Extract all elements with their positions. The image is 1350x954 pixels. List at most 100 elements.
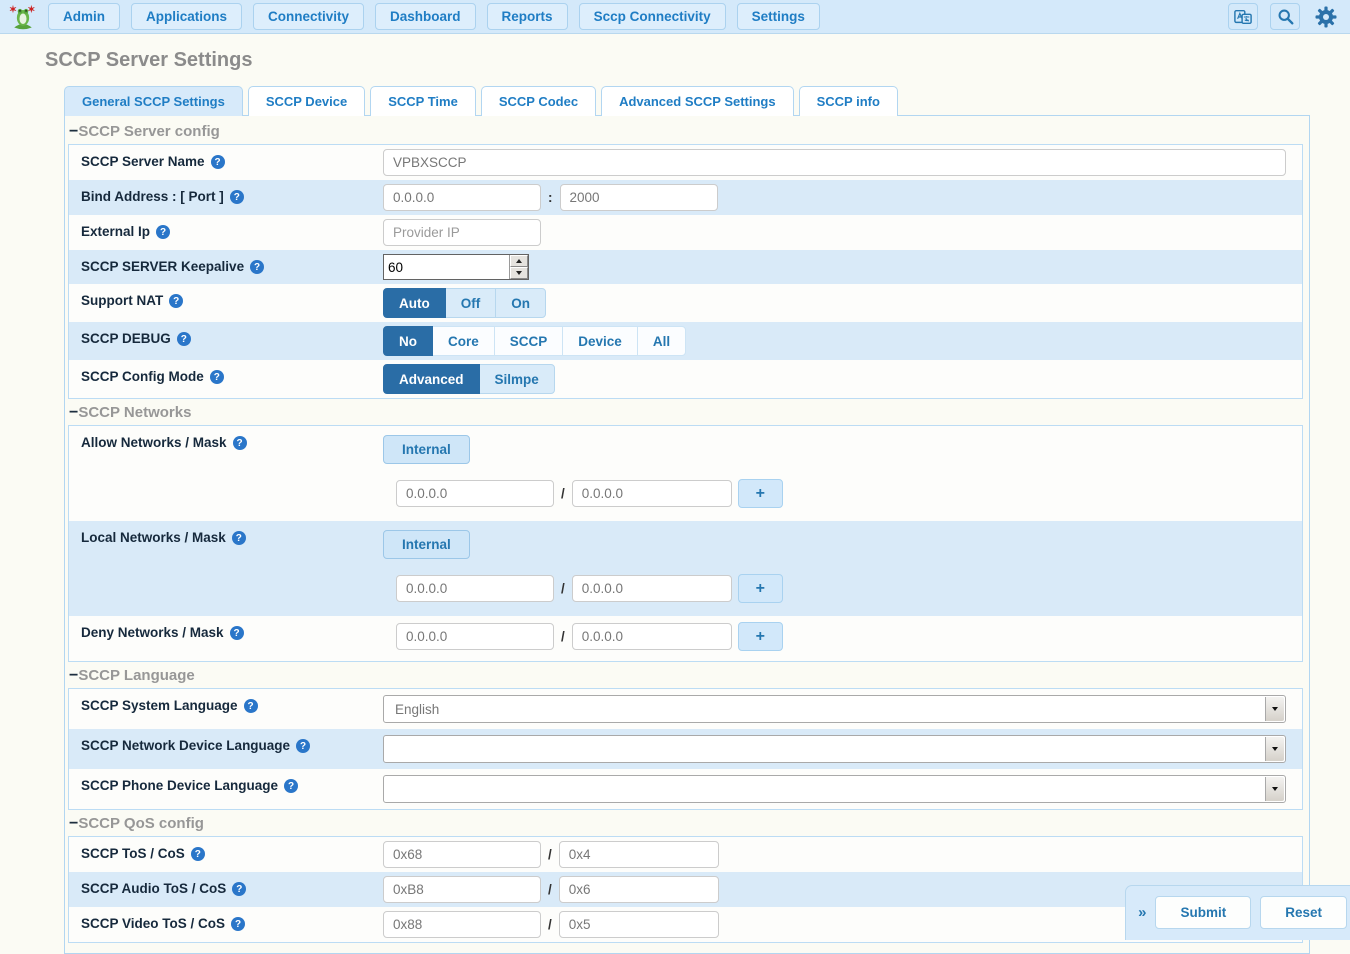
help-icon[interactable]: ? [232, 882, 247, 896]
system-language-select[interactable]: English [383, 695, 1286, 723]
deny-mask-input[interactable] [571, 623, 732, 650]
selected-value: English [395, 701, 440, 717]
section-header-networks[interactable]: − SCCP Networks [68, 399, 1303, 425]
local-add-button[interactable]: + [737, 574, 783, 603]
deny-add-button[interactable]: + [737, 622, 783, 651]
local-network-input[interactable] [396, 575, 554, 602]
help-icon[interactable]: ? [190, 847, 205, 861]
spinner-down-button[interactable] [510, 267, 528, 279]
field-label: SCCP Phone Device Language ? [69, 769, 383, 809]
freepbx-frog-logo[interactable]: ✶ ✶ [8, 2, 38, 32]
tab-sccp-info[interactable]: SCCP info [798, 86, 898, 116]
label-text: SCCP Network Device Language [81, 738, 291, 753]
nav-item-admin[interactable]: Admin [48, 3, 120, 30]
help-icon[interactable]: ? [284, 779, 299, 793]
external-ip-input[interactable] [383, 219, 541, 246]
help-icon[interactable]: ? [176, 332, 191, 346]
tab-sccp-codec[interactable]: SCCP Codec [480, 86, 597, 116]
help-icon[interactable]: ? [243, 699, 258, 713]
video-tos-input[interactable] [383, 911, 541, 938]
help-icon[interactable]: ? [210, 155, 225, 169]
help-icon[interactable]: ? [229, 626, 244, 640]
spinner-up-button[interactable] [510, 255, 528, 267]
bind-port-input[interactable] [559, 184, 718, 211]
field-label: External Ip ? [69, 215, 383, 250]
select-dropdown-arrow-icon[interactable] [1265, 697, 1284, 721]
network-device-language-select[interactable] [383, 735, 1286, 763]
nav-item-dashboard[interactable]: Dashboard [375, 3, 476, 30]
section-header-qos[interactable]: − SCCP QoS config [68, 810, 1303, 836]
local-mask-input[interactable] [571, 575, 732, 602]
section-title: SCCP Language [78, 667, 195, 684]
gear-icon[interactable] [1312, 3, 1340, 30]
nav-item-connectivity[interactable]: Connectivity [253, 3, 365, 30]
field-label: SCCP Config Mode ? [69, 360, 383, 398]
submit-button[interactable]: Submit [1155, 896, 1252, 929]
tab-sccp-device[interactable]: SCCP Device [247, 86, 366, 116]
help-icon[interactable]: ? [232, 436, 247, 450]
phone-device-language-select[interactable] [383, 775, 1286, 803]
field-label: Local Networks / Mask ? [69, 521, 383, 616]
search-icon[interactable] [1270, 3, 1300, 30]
section-header-language[interactable]: − SCCP Language [68, 662, 1303, 688]
allow-add-button[interactable]: + [737, 479, 783, 508]
mode-silmpe-button[interactable]: Silmpe [478, 364, 555, 394]
video-cos-input[interactable] [558, 911, 719, 938]
row-server-keepalive: SCCP SERVER Keepalive ? [69, 250, 1302, 284]
debug-no-button[interactable]: No [383, 326, 433, 356]
local-internal-button[interactable]: Internal [383, 530, 470, 559]
help-icon[interactable]: ? [231, 531, 246, 545]
audio-tos-input[interactable] [383, 876, 541, 903]
mode-advanced-button[interactable]: Advanced [383, 364, 480, 394]
collapse-dash-icon: − [69, 814, 79, 832]
select-dropdown-arrow-icon[interactable] [1265, 737, 1284, 761]
allow-network-input[interactable] [396, 480, 554, 507]
help-icon[interactable]: ? [250, 260, 265, 274]
sccp-tos-input[interactable] [383, 841, 541, 868]
help-icon[interactable]: ? [209, 370, 224, 384]
help-icon[interactable]: ? [296, 739, 311, 753]
collapse-chevron-icon[interactable]: » [1138, 904, 1147, 921]
nav-item-settings[interactable]: Settings [736, 3, 820, 30]
help-icon[interactable]: ? [156, 225, 171, 239]
nav-item-sccp-connectivity[interactable]: Sccp Connectivity [578, 3, 726, 30]
allow-internal-button[interactable]: Internal [383, 435, 470, 464]
field-label: SCCP Video ToS / CoS ? [69, 907, 383, 942]
language-icon[interactable] [1228, 3, 1258, 30]
section-header-server-config[interactable]: − SCCP Server config [68, 118, 1303, 144]
field-label: Allow Networks / Mask ? [69, 426, 383, 521]
bind-address-input[interactable] [383, 184, 541, 211]
nav-menu: Admin Applications Connectivity Dashboar… [48, 3, 820, 30]
deny-network-input[interactable] [396, 623, 554, 650]
row-sccp-server-name: SCCP Server Name ? [69, 145, 1302, 180]
help-icon[interactable]: ? [231, 917, 246, 931]
debug-core-button[interactable]: Core [432, 326, 495, 356]
reset-button[interactable]: Reset [1260, 896, 1347, 929]
allow-mask-input[interactable] [571, 480, 732, 507]
help-icon[interactable]: ? [229, 190, 244, 204]
section-title: SCCP QoS config [78, 815, 204, 832]
nat-auto-button[interactable]: Auto [383, 288, 446, 318]
nav-item-applications[interactable]: Applications [131, 3, 243, 30]
debug-sccp-button[interactable]: SCCP [493, 326, 564, 356]
field-label: Bind Address : [ Port ] ? [69, 180, 383, 215]
tab-general-sccp-settings[interactable]: General SCCP Settings [64, 86, 243, 116]
nat-on-button[interactable]: On [495, 288, 546, 318]
sccp-server-name-input[interactable] [383, 149, 1286, 176]
row-audio-tos: SCCP Audio ToS / CoS ? / [69, 872, 1302, 907]
label-text: SCCP DEBUG [81, 331, 171, 346]
audio-cos-input[interactable] [558, 876, 719, 903]
sccp-cos-input[interactable] [558, 841, 719, 868]
label-text: Local Networks / Mask [81, 530, 226, 545]
nav-item-reports[interactable]: Reports [486, 3, 568, 30]
tab-sccp-time[interactable]: SCCP Time [370, 86, 476, 116]
keepalive-input[interactable] [384, 255, 509, 279]
tab-advanced-sccp-settings[interactable]: Advanced SCCP Settings [601, 86, 794, 116]
field-label: SCCP Audio ToS / CoS ? [69, 872, 383, 907]
debug-device-button[interactable]: Device [562, 326, 638, 356]
select-dropdown-arrow-icon[interactable] [1265, 777, 1284, 801]
nat-off-button[interactable]: Off [444, 288, 497, 318]
help-icon[interactable]: ? [169, 294, 184, 308]
row-sccp-tos: SCCP ToS / CoS ? / [69, 837, 1302, 872]
debug-all-button[interactable]: All [636, 326, 687, 356]
